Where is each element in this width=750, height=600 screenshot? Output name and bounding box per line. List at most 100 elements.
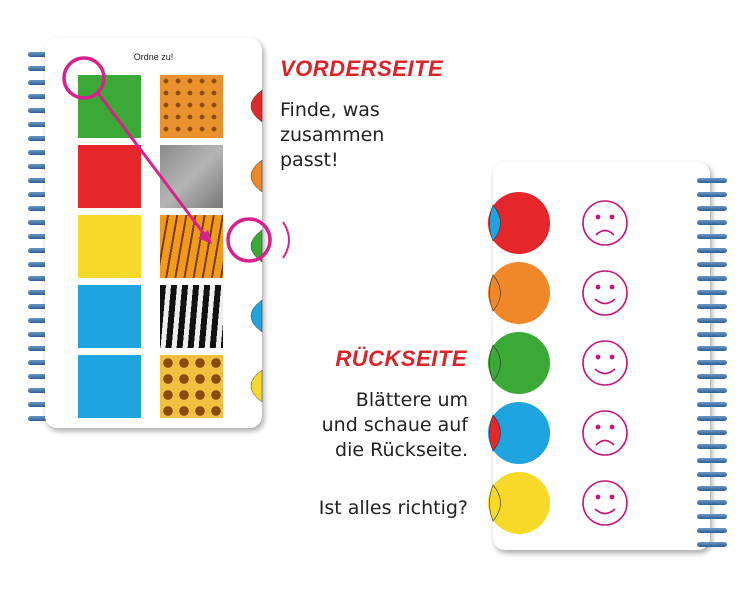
leopard-texture — [160, 75, 223, 138]
spiral-ring — [28, 388, 58, 393]
spiral-ring — [28, 136, 58, 141]
instruction-line: Finde, was — [280, 99, 380, 121]
spiral-ring — [28, 360, 58, 365]
spiral-ring — [697, 192, 727, 197]
flap-shadow — [489, 484, 501, 522]
spiral-ring — [28, 276, 58, 281]
instruction-line: Blättere um — [355, 389, 468, 411]
back-heading: RÜCKSEITE — [335, 346, 467, 371]
spiral-ring — [697, 290, 727, 295]
spiral-ring — [28, 220, 58, 225]
giraffe-picture — [78, 215, 141, 278]
leopard-picture — [78, 355, 141, 418]
spiral-ring — [697, 402, 727, 407]
spiral-ring — [697, 388, 727, 393]
spiral-ring — [697, 500, 727, 505]
giraffe-texture — [160, 355, 223, 418]
spiral-ring — [697, 346, 727, 351]
spiral-ring — [28, 52, 58, 57]
spiral-ring — [28, 108, 58, 113]
spiral-ring — [28, 66, 58, 71]
sad-face-icon — [582, 200, 628, 246]
sad-face-icon — [582, 410, 628, 456]
happy-face-icon — [582, 340, 628, 386]
color-circle — [488, 332, 550, 394]
spiral-ring — [28, 262, 58, 267]
spiral-ring — [28, 192, 58, 197]
instruction-line: die Rückseite. — [335, 439, 468, 461]
spiral-ring — [697, 542, 727, 547]
front-spiral-binding — [28, 52, 58, 430]
spiral-ring — [697, 304, 727, 309]
flap-shadow — [489, 274, 501, 312]
spiral-ring — [697, 262, 727, 267]
spiral-ring — [28, 290, 58, 295]
spiral-ring — [28, 94, 58, 99]
spiral-ring — [28, 416, 58, 421]
spiral-ring — [697, 444, 727, 449]
spiral-ring — [28, 164, 58, 169]
spiral-ring — [28, 206, 58, 211]
spiral-ring — [697, 248, 727, 253]
front-instructions: Finde, was zusammen passt! — [280, 98, 384, 173]
instruction-line: und schaue auf — [321, 414, 468, 436]
zebra-texture — [160, 285, 223, 348]
spiral-ring — [28, 332, 58, 337]
spiral-ring — [28, 150, 58, 155]
flap-shadow — [489, 204, 501, 242]
instruction-line: passt! — [280, 149, 339, 171]
happy-face-icon — [582, 480, 628, 526]
flip-arrow-icon — [282, 221, 290, 259]
spiral-ring — [697, 486, 727, 491]
elephant-picture — [78, 285, 141, 348]
color-circle — [488, 402, 550, 464]
color-circle — [488, 472, 550, 534]
instruction-line: zusammen — [280, 124, 385, 146]
spiral-ring — [697, 276, 727, 281]
spiral-ring — [697, 234, 727, 239]
spiral-ring — [697, 206, 727, 211]
question-text: Ist alles richtig? — [318, 497, 468, 519]
spiral-ring — [28, 234, 58, 239]
elephant-texture — [160, 145, 223, 208]
spiral-ring — [697, 318, 727, 323]
spiral-ring — [28, 122, 58, 127]
front-card-title: Ordne zu! — [133, 52, 174, 62]
spiral-ring — [697, 514, 727, 519]
spiral-ring — [697, 458, 727, 463]
spiral-ring — [28, 304, 58, 309]
tiger-texture — [160, 215, 223, 278]
happy-face-icon — [582, 270, 628, 316]
flap-shadow — [489, 344, 501, 382]
back-spiral-binding — [697, 178, 727, 556]
color-circle — [488, 262, 550, 324]
highlight-circle — [62, 56, 106, 100]
spiral-ring — [28, 374, 58, 379]
spiral-ring — [28, 248, 58, 253]
color-tab[interactable] — [250, 159, 263, 193]
spiral-ring — [28, 178, 58, 183]
spiral-ring — [28, 318, 58, 323]
spiral-ring — [28, 346, 58, 351]
color-circle — [488, 192, 550, 254]
front-heading: VORDERSEITE — [280, 56, 444, 81]
spiral-ring — [697, 374, 727, 379]
spiral-ring — [697, 178, 727, 183]
spiral-ring — [28, 402, 58, 407]
color-tab[interactable] — [250, 369, 263, 403]
spiral-ring — [697, 472, 727, 477]
spiral-ring — [28, 80, 58, 85]
spiral-ring — [697, 416, 727, 421]
color-tab[interactable] — [250, 229, 263, 263]
match-arrow — [96, 92, 209, 239]
spiral-ring — [697, 360, 727, 365]
color-tab[interactable] — [250, 299, 263, 333]
color-tab[interactable] — [250, 89, 263, 123]
spiral-ring — [697, 430, 727, 435]
zebra-picture — [78, 145, 141, 208]
flap-shadow — [489, 414, 501, 452]
spiral-ring — [697, 220, 727, 225]
arrow-head-icon — [198, 230, 212, 244]
spiral-ring — [697, 528, 727, 533]
